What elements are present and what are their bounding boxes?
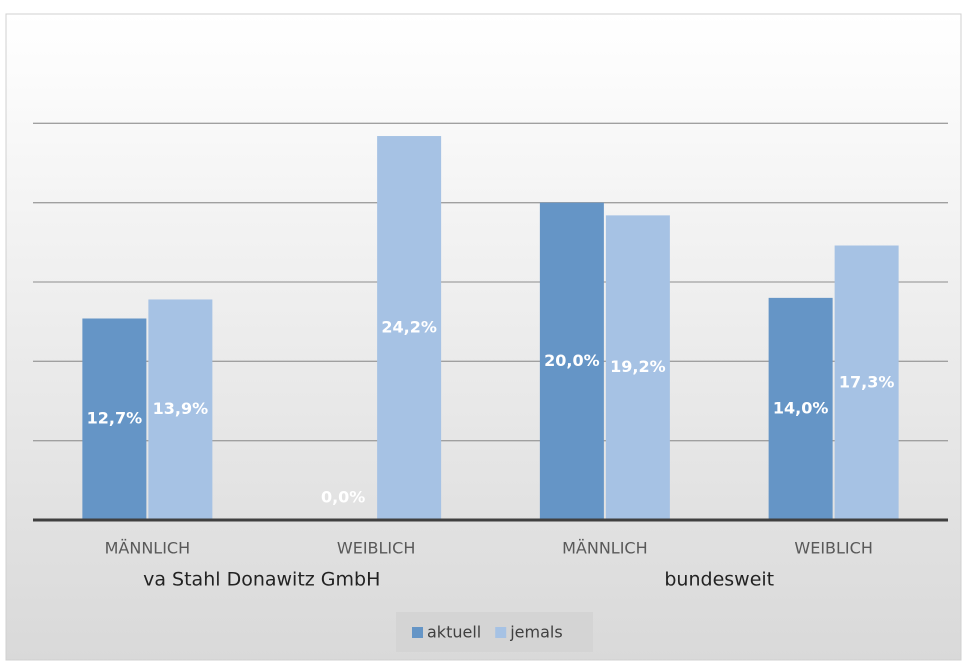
group-label: va Stahl Donawitz GmbH: [143, 569, 380, 591]
bar: [834, 245, 899, 521]
x-tick-label: WEIBLICH: [337, 539, 415, 558]
value-label: 13,9%: [153, 399, 209, 418]
x-tick-label: MÄNNLICH: [105, 539, 191, 558]
group-label: bundesweit: [664, 569, 774, 591]
x-tick-label: WEIBLICH: [794, 539, 872, 558]
bar: [539, 202, 604, 520]
legend-swatch: [495, 627, 507, 638]
value-label: 17,3%: [839, 372, 895, 391]
value-label: 0,0%: [321, 488, 365, 507]
bar: [377, 136, 442, 520]
legend-swatch: [412, 627, 423, 638]
value-label: 14,0%: [773, 398, 829, 417]
bar: [768, 297, 833, 520]
legend-box: [396, 612, 593, 652]
bar: [82, 318, 147, 520]
legend-label: aktuell: [427, 623, 481, 642]
value-label: 19,2%: [610, 357, 666, 376]
value-label: 20,0%: [544, 351, 600, 370]
bar: [605, 215, 670, 521]
x-tick-label: MÄNNLICH: [562, 539, 648, 558]
bar: [148, 299, 213, 520]
value-label: 12,7%: [87, 409, 143, 428]
value-label: 24,2%: [381, 318, 437, 337]
legend-label: jemals: [509, 623, 562, 642]
